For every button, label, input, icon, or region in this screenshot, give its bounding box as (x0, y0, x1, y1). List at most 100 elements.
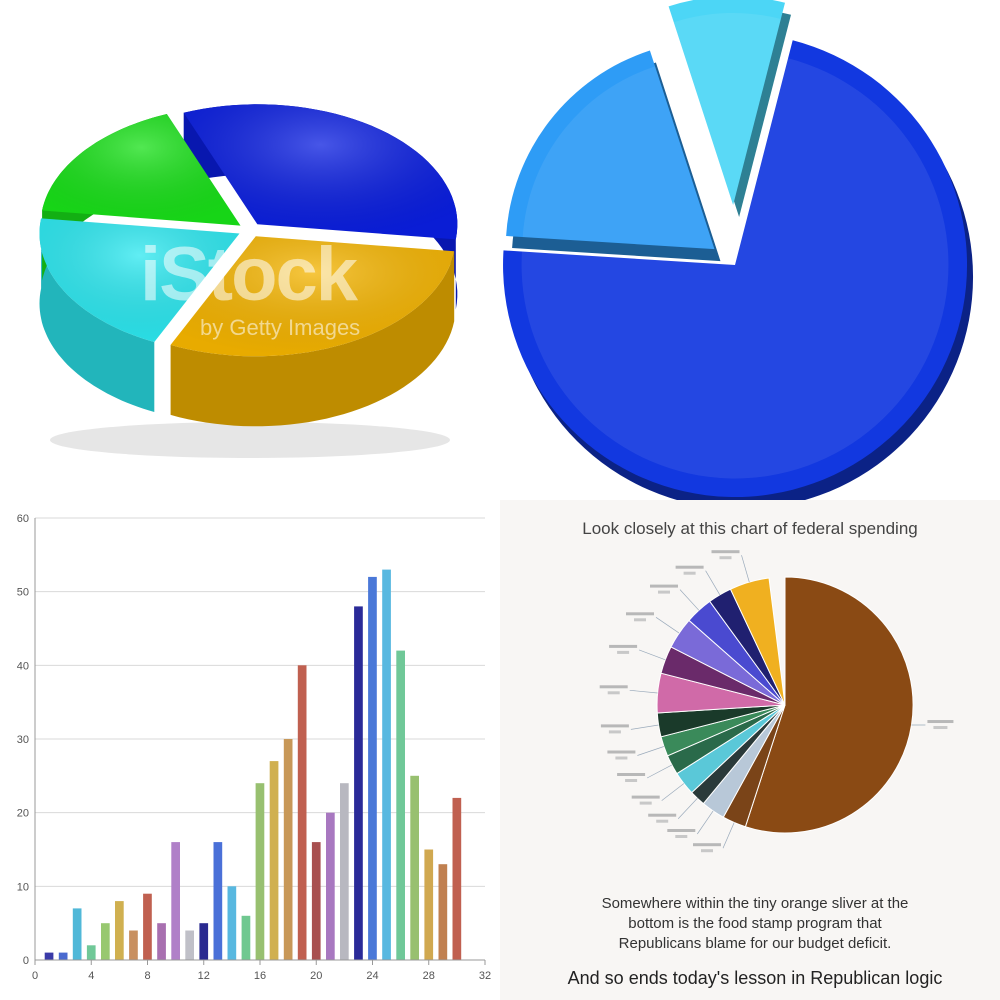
pie-slice (503, 40, 968, 498)
leader-line (661, 783, 685, 801)
leader-line (638, 649, 666, 661)
bar (396, 650, 405, 960)
blurred-label (683, 571, 696, 575)
bar (115, 901, 124, 960)
blurred-label (658, 590, 670, 594)
pie-slice-highlight (522, 66, 715, 250)
blurred-label (675, 565, 704, 569)
blurred-label (650, 584, 678, 588)
pie-slice (744, 576, 914, 834)
blurred-label (927, 720, 954, 724)
leader-line (679, 589, 700, 611)
bar (283, 739, 293, 960)
pie-slice-side (170, 251, 455, 427)
bar (58, 952, 68, 960)
bar (255, 783, 265, 960)
bar (311, 842, 321, 960)
y-tick-label: 30 (17, 734, 29, 746)
y-tick-label: 10 (17, 881, 29, 893)
pie-slice-highlight (673, 12, 781, 206)
leader-line (630, 724, 659, 730)
x-tick-label: 32 (479, 970, 491, 982)
caption-line-1: Somewhere within the tiny orange sliver … (602, 895, 909, 912)
bar (297, 665, 307, 960)
caption-line-3: Republicans blame for our budget deficit… (619, 935, 892, 952)
caption-line-2: bottom is the food stamp program that (628, 915, 882, 932)
blurred-label (693, 843, 721, 847)
blurred-label (667, 829, 696, 832)
x-tick-label: 8 (144, 970, 150, 982)
bar-chart-panel: 0 10 20 30 40 50 60 0 4 8 12 16 20 24 28 32 (0, 500, 500, 1000)
x-tick-label: 24 (366, 970, 378, 982)
pie-slice-highlight (183, 104, 458, 240)
blurred-label (626, 612, 654, 616)
pie-slice-highlight (39, 218, 240, 342)
bar (227, 886, 237, 960)
leader-line (637, 746, 665, 756)
watermark-sub: by Getty Images (200, 315, 360, 340)
bar (72, 908, 82, 960)
leader-line (741, 555, 750, 583)
pie-slice (729, 577, 786, 706)
blurred-label (675, 835, 688, 838)
pie-shadow (50, 422, 450, 458)
x-tick-label: 28 (423, 970, 435, 982)
leader-line (655, 617, 680, 634)
bar (326, 812, 335, 960)
leader-line (646, 764, 673, 779)
bar (452, 797, 462, 960)
blurred-label (639, 801, 652, 805)
bar (382, 569, 391, 960)
blurred-label (634, 618, 646, 622)
federal-spending-panel: Look closely at this chart of federal sp… (500, 500, 1000, 1000)
pie-chart-3d: iStock by Getty Images (39, 104, 458, 458)
bar (368, 576, 377, 960)
bar (354, 606, 363, 960)
pie-slice (668, 0, 785, 206)
y-tick-label: 60 (17, 513, 29, 525)
blurred-label (599, 685, 628, 689)
leader-line (677, 798, 698, 819)
y-tick-label: 0 (23, 955, 29, 967)
y-tick-label: 50 (17, 587, 29, 599)
blurred-label (656, 819, 669, 823)
bar (213, 842, 223, 960)
x-tick-label: 4 (88, 970, 94, 982)
bar (171, 842, 180, 960)
x-tick-label: 12 (198, 970, 210, 982)
federal-spending-chart: Look closely at this chart of federal sp… (568, 519, 954, 988)
bar (340, 783, 349, 960)
bar (199, 923, 209, 960)
blurred-label (648, 813, 677, 817)
leader-line (705, 570, 721, 595)
blurred-label (719, 556, 732, 560)
blurred-label (711, 550, 740, 554)
caption-final: And so ends today's lesson in Republican… (568, 968, 943, 988)
bar (86, 945, 96, 960)
chart-title: Look closely at this chart of federal sp… (582, 519, 917, 538)
x-tick-label: 0 (32, 970, 38, 982)
bar (424, 849, 434, 960)
blurred-label (607, 750, 636, 754)
blurred-label (617, 773, 646, 776)
blurred-label (607, 691, 620, 695)
y-tick-label: 40 (17, 660, 29, 672)
bar (241, 915, 251, 960)
pie-slice-highlight (170, 236, 455, 357)
watermark-main: iStock (140, 232, 359, 317)
x-tick-label: 16 (254, 970, 266, 982)
bar (101, 923, 110, 960)
blurred-label (617, 650, 630, 654)
blue-pie-chart-panel (500, 0, 1000, 500)
watermark: iStock by Getty Images (140, 232, 361, 340)
leader-line (722, 822, 735, 849)
blurred-label (631, 795, 660, 799)
y-tick-label: 20 (17, 808, 29, 820)
blurred-label (600, 724, 629, 728)
pie-chart-3d-panel: iStock by Getty Images (0, 0, 500, 500)
blurred-label (609, 644, 638, 648)
bar (438, 864, 448, 960)
leader-line (697, 810, 714, 835)
blurred-label (625, 779, 638, 782)
bar (185, 930, 194, 960)
